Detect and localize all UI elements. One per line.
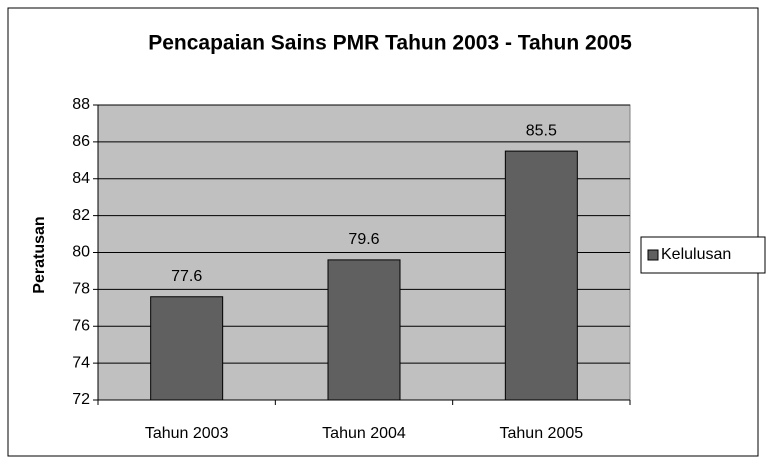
legend-swatch — [647, 249, 659, 261]
y-tick-label: 88 — [72, 96, 90, 113]
y-tick-label: 76 — [72, 317, 90, 334]
data-label: 77.6 — [171, 268, 202, 285]
y-tick-label: 72 — [72, 391, 90, 408]
y-tick-label: 74 — [72, 354, 90, 371]
y-axis-label: Peratusan — [31, 216, 48, 293]
y-tick-label: 84 — [72, 170, 90, 187]
legend-label: Kelulusan — [661, 246, 731, 263]
x-tick-label: Tahun 2004 — [322, 425, 406, 442]
data-label: 85.5 — [526, 122, 557, 139]
y-tick-label: 82 — [72, 207, 90, 224]
legend-box — [640, 236, 766, 274]
y-tick-label: 86 — [72, 133, 90, 150]
bar — [150, 296, 224, 401]
bar — [327, 259, 401, 401]
data-label: 79.6 — [348, 231, 379, 248]
x-tick-label: Tahun 2005 — [500, 425, 584, 442]
y-tick-label: 80 — [72, 244, 90, 261]
y-tick-label: 78 — [72, 281, 90, 298]
chart-title: Pencapaian Sains PMR Tahun 2003 - Tahun … — [148, 32, 632, 55]
bar — [504, 150, 578, 401]
x-tick-label: Tahun 2003 — [145, 425, 229, 442]
